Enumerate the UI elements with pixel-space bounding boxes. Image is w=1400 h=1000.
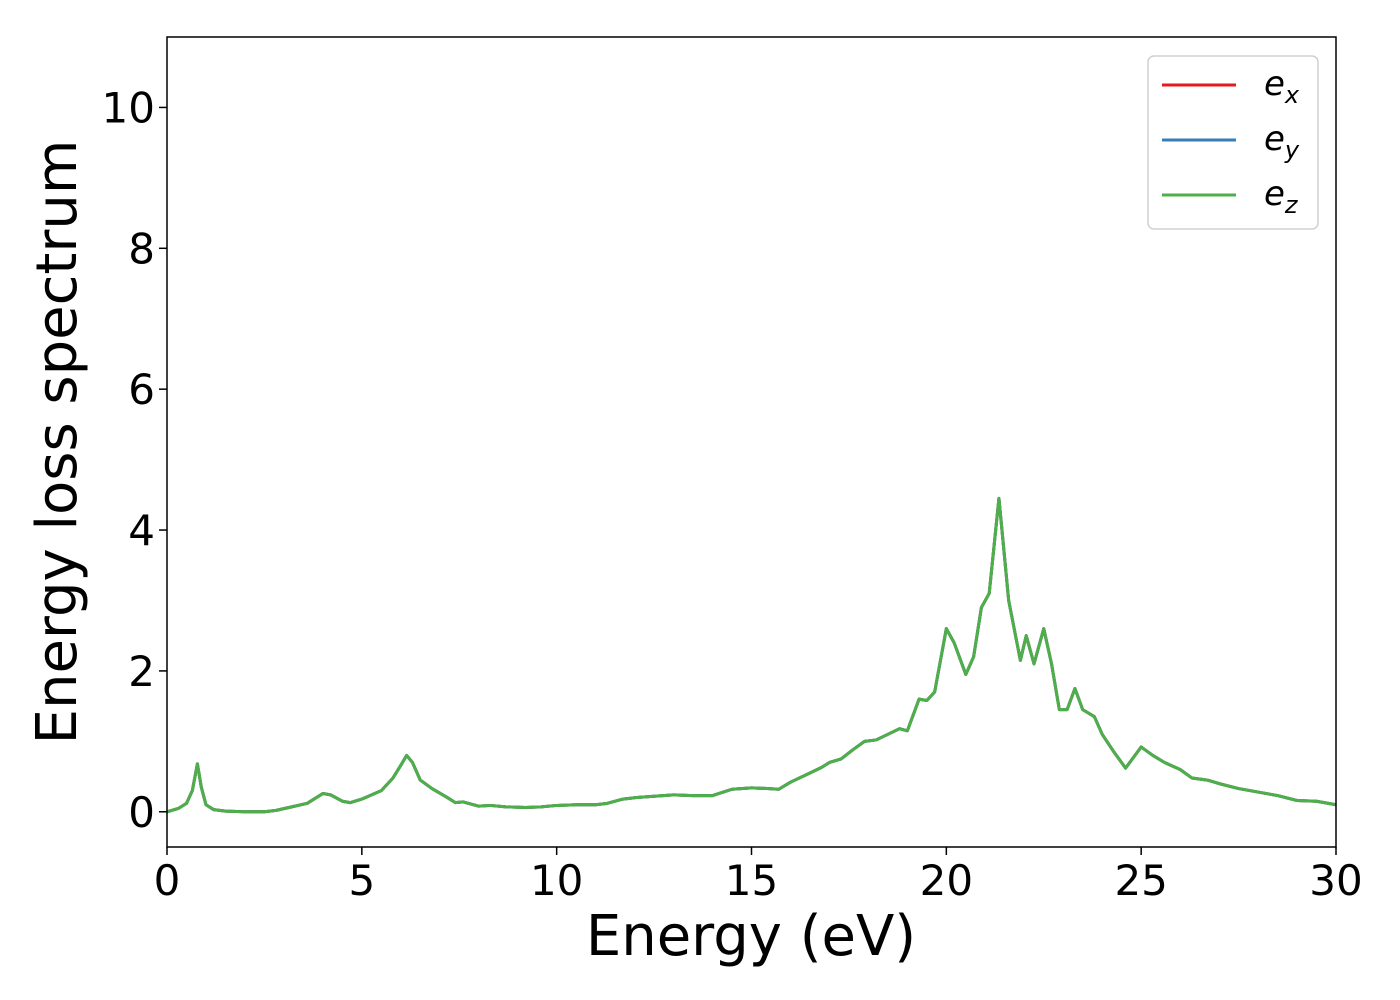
plot-frame: [166, 36, 1337, 848]
y-tick-label: 8: [128, 224, 155, 273]
legend-label: ex: [1264, 64, 1300, 109]
series-line: [166, 496, 1337, 814]
legend: ex ey ez: [1147, 55, 1319, 230]
legend-label: ez: [1264, 174, 1299, 219]
x-tick-label: 0: [154, 856, 181, 905]
x-tick-label: 30: [1309, 856, 1362, 905]
legend-box: [1147, 55, 1319, 230]
x-axis-label: Energy (eV): [586, 904, 916, 969]
legend-label: ey: [1264, 119, 1300, 164]
y-tick-label: 10: [102, 83, 155, 132]
x-tick-label: 10: [530, 856, 583, 905]
y-tick-label: 4: [128, 506, 155, 555]
x-tick-label: 20: [920, 856, 973, 905]
y-tick-label: 0: [128, 788, 155, 837]
x-tick-label: 25: [1114, 856, 1167, 905]
x-tick-label: 5: [348, 856, 375, 905]
y-axis-label: Energy loss spectrum: [25, 140, 90, 745]
x-tick-label: 15: [725, 856, 778, 905]
y-tick-label: 2: [128, 647, 155, 696]
y-tick-label: 6: [128, 365, 155, 414]
